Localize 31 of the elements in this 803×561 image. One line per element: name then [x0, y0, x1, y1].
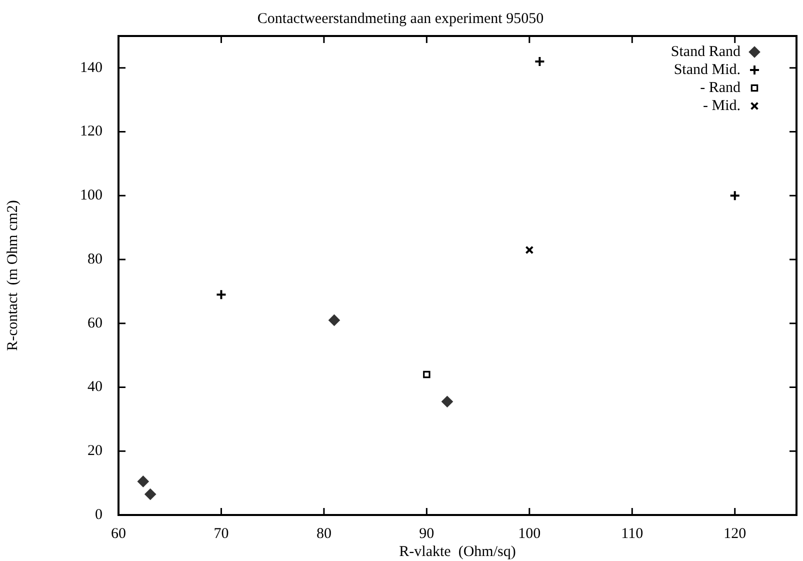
y-tick-label: 0 — [95, 506, 102, 523]
x-tick-label: 80 — [316, 526, 332, 542]
y-tick-label: 120 — [80, 124, 102, 140]
x-tick-label: 100 — [518, 526, 541, 542]
x-tick-label: 60 — [111, 526, 126, 542]
x-tick-label: 70 — [214, 526, 229, 542]
legend-label: - Rand — [700, 80, 741, 96]
y-tick-label: 40 — [88, 379, 102, 396]
y-tick-label: 140 — [80, 60, 102, 76]
y-axis-title: R-contact (m Ohm cm2) — [4, 200, 21, 351]
point — [144, 488, 156, 500]
point — [534, 56, 546, 68]
x-tick-label: 90 — [419, 526, 434, 542]
y-tick-label: 100 — [80, 188, 102, 204]
legend-label: Stand Mid. — [674, 62, 740, 78]
y-tick-label: 80 — [88, 251, 102, 268]
chart-title: Contactweerstandmeting aan experiment 95050 — [257, 10, 544, 27]
x-tick-label: 110 — [621, 526, 644, 542]
x-axis-title: R-vlakte (Ohm/sq) — [399, 544, 516, 560]
point — [216, 289, 227, 300]
x-tick-label: 120 — [724, 526, 746, 542]
point — [138, 476, 149, 487]
y-tick-label: 60 — [88, 315, 102, 332]
point — [423, 370, 430, 378]
legend-label: - Mid. — [703, 98, 740, 114]
point — [442, 396, 453, 408]
legend-label: Stand Rand — [670, 44, 741, 60]
point — [328, 314, 340, 326]
y-tick-label: 20 — [88, 443, 102, 460]
point — [525, 246, 534, 254]
point — [729, 190, 740, 202]
